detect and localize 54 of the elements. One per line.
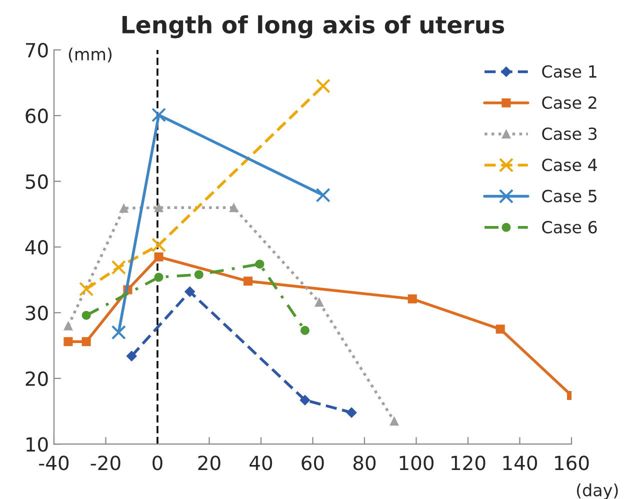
x-tick-label: 140 (503, 456, 538, 470)
point (244, 276, 253, 286)
point (82, 337, 91, 346)
y-tick-label: 70 (26, 42, 48, 58)
point (390, 416, 399, 426)
x-tick-label: 40 (250, 456, 272, 470)
x-tick-label: 60 (302, 456, 324, 470)
point (119, 204, 128, 213)
point (111, 260, 126, 275)
point (184, 286, 196, 297)
y-tick-label: 10 (26, 437, 48, 452)
point (300, 394, 310, 406)
point (111, 325, 126, 340)
point (300, 326, 310, 335)
x-tick-label: 0 (152, 456, 162, 470)
point (314, 298, 324, 307)
legend-label: Case 6 (542, 220, 597, 234)
point (496, 324, 505, 334)
point (316, 188, 330, 202)
point (346, 407, 357, 418)
point (408, 294, 417, 304)
point (82, 310, 91, 320)
legend-label: Case 4 (542, 158, 597, 172)
x-tick-label: 160 (555, 456, 589, 470)
point (154, 252, 164, 262)
x-tick-label: 100 (400, 456, 434, 470)
point (229, 203, 238, 212)
point (316, 78, 330, 94)
point (126, 350, 137, 362)
point (151, 238, 166, 252)
legend-label: Case 5 (542, 190, 596, 202)
x-tick-label: 120 (452, 456, 486, 470)
y-tick-label: 20 (26, 371, 48, 386)
y-tick-label: 60 (26, 108, 48, 124)
point (154, 203, 164, 212)
legend-label: Case 2 (542, 96, 596, 109)
x-tick-label: 80 (353, 456, 376, 470)
point (64, 337, 73, 346)
chart-title: Length of long axis of uterus (122, 15, 504, 38)
legend-label: Case 1 (542, 65, 596, 78)
point (79, 282, 94, 296)
y-tick-label: 30 (26, 306, 48, 320)
legend-label: Case 3 (542, 127, 597, 140)
y-axis-title: (mm) (68, 48, 112, 62)
point (194, 270, 204, 280)
x-tick-label: -40 (39, 456, 69, 470)
point (255, 260, 264, 269)
y-tick-label: 40 (25, 240, 48, 255)
point (64, 321, 73, 330)
y-tick-label: 50 (26, 174, 48, 189)
point (154, 272, 164, 282)
x-tick-label: -20 (90, 456, 120, 470)
point (151, 108, 166, 122)
x-tick-label: 20 (198, 456, 220, 470)
